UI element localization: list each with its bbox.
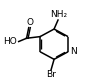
Text: HO: HO (3, 37, 17, 46)
Text: N: N (70, 47, 77, 56)
Text: O: O (27, 18, 34, 27)
Text: NH₂: NH₂ (50, 10, 67, 19)
Text: Br: Br (46, 70, 56, 79)
